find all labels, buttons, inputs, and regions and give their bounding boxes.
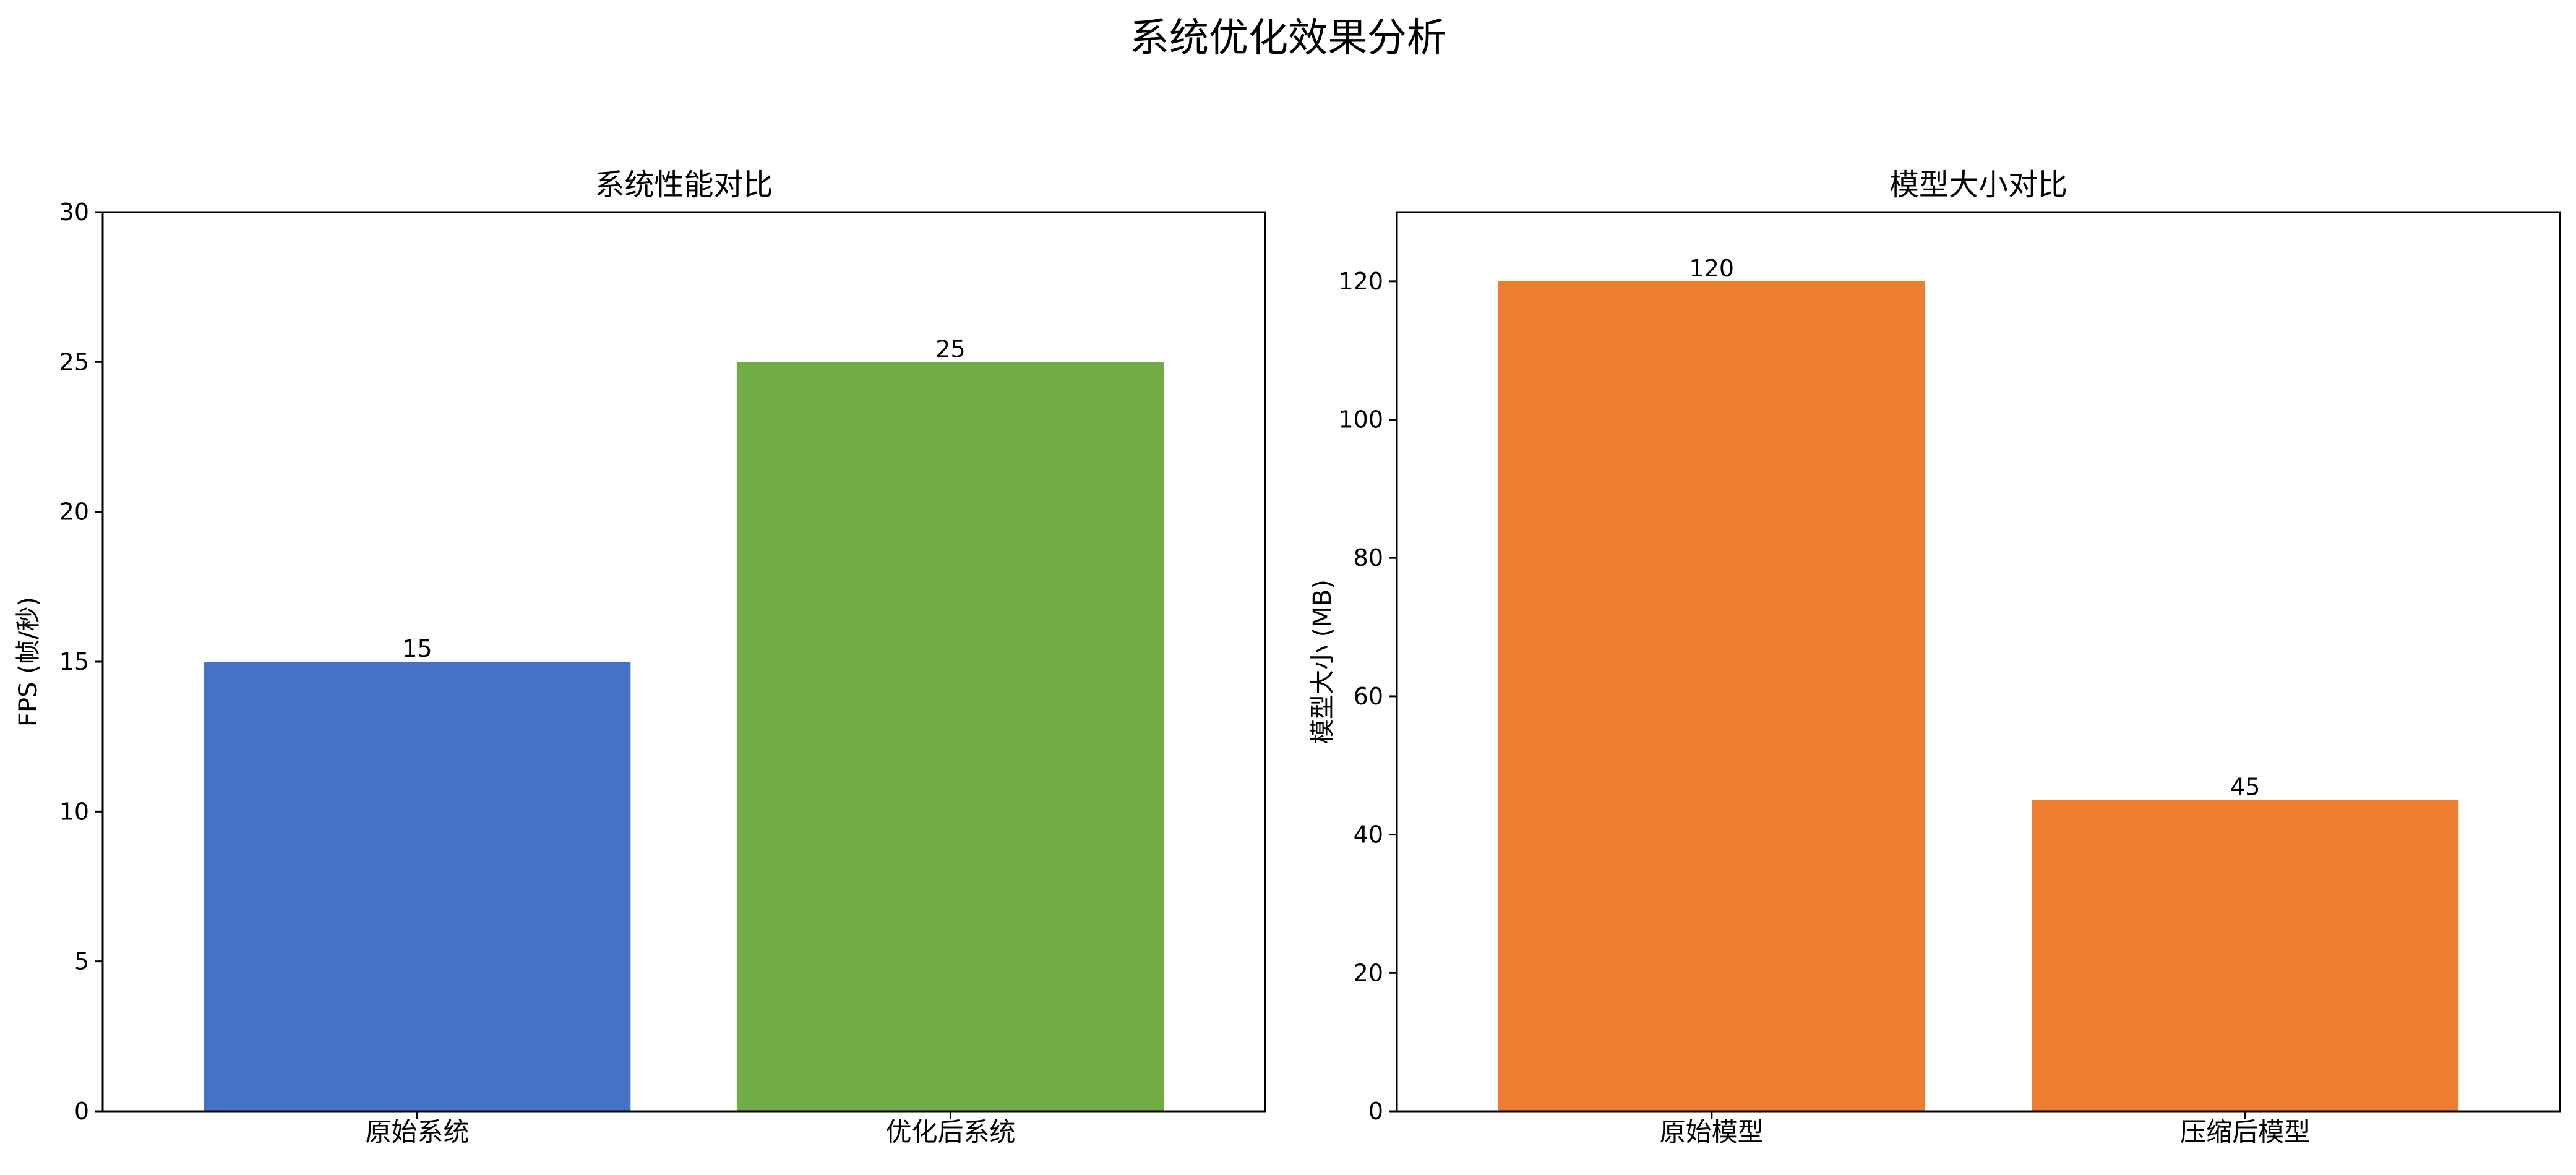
x-category-label: 压缩后模型	[2180, 1117, 2310, 1147]
bar-value-label: 45	[2230, 774, 2260, 801]
bar-1	[204, 662, 631, 1111]
x-category-label: 原始模型	[1660, 1117, 1764, 1147]
y-tick-label: 100	[1338, 406, 1383, 434]
y-tick-label: 60	[1354, 683, 1383, 710]
y-axis-label: FPS (帧/秒)	[14, 597, 43, 727]
x-category-label: 优化后系统	[885, 1117, 1015, 1147]
y-tick-label: 15	[59, 648, 89, 675]
y-tick-label: 25	[59, 348, 89, 375]
bar-2	[2032, 800, 2459, 1111]
model-size-comparison-chart: 120 45 0 20 40 60 80 100 120 原始模型 压缩后模型 模型大小对比模型大小 …	[1308, 168, 2561, 1147]
y-tick-label: 40	[1354, 821, 1383, 848]
chart-title: 模型大小对比	[1889, 168, 2067, 202]
y-tick-label: 20	[1354, 959, 1383, 986]
y-tick-label: 30	[59, 199, 89, 226]
bar-value-label: 25	[935, 335, 965, 362]
y-tick-label: 20	[59, 498, 89, 526]
y-tick-label: 10	[59, 798, 89, 825]
y-tick-label: 80	[1354, 544, 1383, 571]
figure-suptitle: 系统优化效果分析	[1130, 15, 1446, 61]
y-tick-label: 120	[1338, 268, 1383, 295]
x-category-label: 原始系统	[366, 1117, 470, 1147]
bar-value-label: 120	[1689, 255, 1735, 282]
y-tick-label: 0	[74, 1098, 89, 1125]
bar-1	[1498, 281, 1925, 1111]
bar-2	[737, 362, 1164, 1112]
y-tick-label: 5	[74, 948, 89, 975]
bar-value-label: 15	[402, 635, 432, 662]
fps-comparison-chart: 15 25 0 5 10 15 20 25 30 原始系统 优化后系统 系统性能对比 FPS (帧/秒)	[14, 168, 1266, 1147]
chart-title: 系统性能对比	[595, 168, 773, 202]
axes-frame	[1396, 211, 2561, 1113]
y-tick-label: 0	[1368, 1098, 1383, 1125]
y-axis-label: 模型大小 (MB)	[1308, 579, 1337, 744]
